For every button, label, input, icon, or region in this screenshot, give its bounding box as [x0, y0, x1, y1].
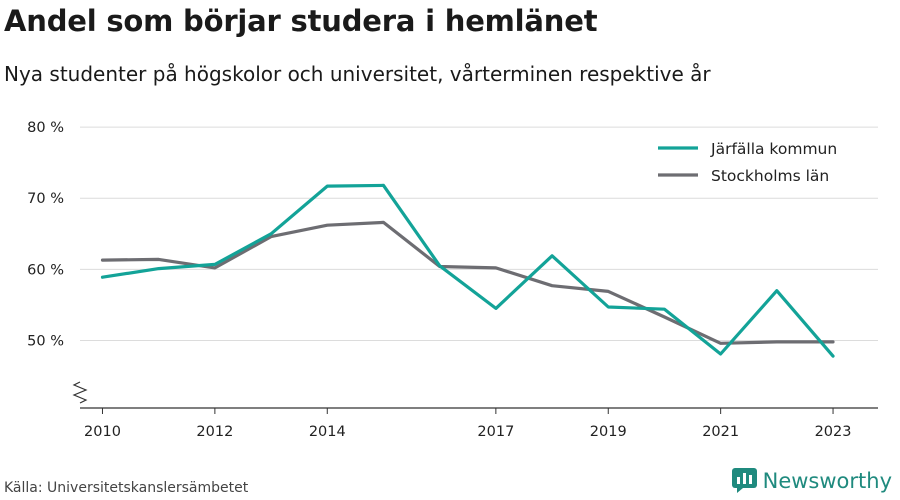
legend-background [650, 131, 865, 189]
x-tick-label: 2010 [84, 424, 121, 440]
legend-label: Järfälla kommun [710, 140, 837, 158]
series-line-stockholm [100, 220, 835, 345]
series-lines [100, 183, 835, 358]
x-tick-label: 2019 [590, 424, 627, 440]
brand-logo: Newsworthy [731, 468, 892, 493]
gridlines [80, 126, 878, 341]
y-tick-label: 80 % [27, 120, 64, 136]
source-note: Källa: Universitetskanslersämbetet [4, 480, 249, 496]
series-line-jarfalla [100, 183, 835, 358]
x-tick-label: 2021 [702, 424, 739, 440]
line-chart: 50 % 60 % 70 % 80 % 2010 2012 2014 2017 2019 2021… [27, 120, 878, 440]
y-tick-label: 70 % [27, 191, 64, 207]
x-tick-label: 2023 [815, 424, 852, 440]
y-tick-label: 60 % [27, 262, 64, 278]
chart-title: Andel som börjar studera i hemlänet [4, 4, 598, 38]
x-tick-label: 2017 [477, 424, 514, 440]
brand-name: Newsworthy [762, 468, 892, 493]
legend: Järfälla kommun Stockholms län [650, 131, 865, 189]
newsworthy-logo-icon [731, 468, 757, 493]
chart-subtitle: Nya studenter på högskolor och universit… [4, 62, 711, 86]
legend-label: Stockholms län [711, 167, 829, 185]
axis-break-icon [72, 381, 88, 404]
axes: 50 % 60 % 70 % 80 % 2010 2012 2014 2017 2019 2021… [27, 120, 878, 440]
x-tick-label: 2014 [309, 424, 346, 440]
y-tick-label: 50 % [27, 333, 64, 349]
x-tick-label: 2012 [196, 424, 233, 440]
